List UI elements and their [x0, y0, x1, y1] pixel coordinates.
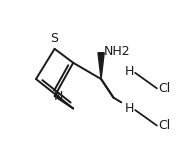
Text: Cl: Cl — [158, 82, 171, 95]
Text: Cl: Cl — [158, 119, 171, 132]
Polygon shape — [98, 53, 104, 79]
Text: H: H — [124, 102, 134, 115]
Text: H: H — [124, 65, 134, 78]
Text: S: S — [51, 32, 59, 45]
Text: NH2: NH2 — [104, 45, 131, 58]
Text: N: N — [54, 90, 63, 103]
